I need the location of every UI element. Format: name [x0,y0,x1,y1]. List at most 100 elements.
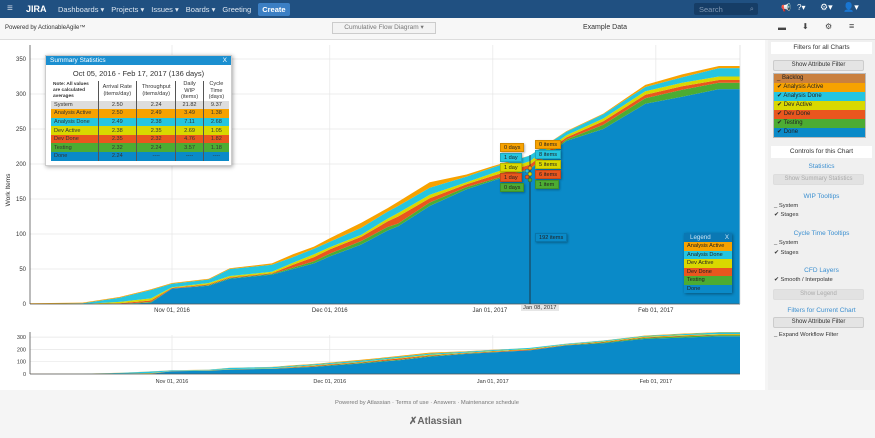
notifications-icon[interactable]: 📢 [781,3,791,12]
overview-area-done [30,336,740,374]
crosshair-date: Jan 08, 2017 [521,305,559,311]
legend-close-button[interactable]: X [724,234,729,241]
x-tick-label: Jan 01, 2017 [472,308,507,314]
col-throughput: Throughput (items/day) [136,81,176,101]
nav-dashboards[interactable]: Dashboards ▾ [58,4,105,14]
legend-item[interactable]: Analysis Active [684,242,732,251]
overview-x-tick-label: Nov 01, 2016 [156,379,189,385]
legend-item[interactable]: Testing [684,276,732,285]
stage-checkbox[interactable]: ✔ [777,93,783,99]
gear-icon[interactable]: ⚙▾ [820,2,833,12]
cycle-system-label: System [778,240,799,246]
wip-stages-label: Stages [780,212,799,218]
chart-type-select[interactable]: Cumulative Flow Diagram ▾ [332,22,436,34]
y-axis-label: Work Items [5,173,12,206]
download-icon[interactable]: ⬇ [802,22,809,31]
stage-label: Analysis Active [783,84,824,90]
cycle-tooltips-heading: Cycle Time Tooltips [793,230,850,237]
summary-note: Note: All values are calculated averages [53,82,89,99]
summary-row: Dev Active 2.38 2.35 2.69 1.05 [51,126,229,135]
stage-filter-dev-active[interactable]: ✔ Dev Active [774,101,865,110]
wip-stages-checkbox[interactable]: ✔ Stages [774,212,799,218]
summary-row: System 2.50 2.24 21.82 9.37 [51,100,229,110]
show-attribute-filter-button[interactable]: Show Attribute Filter [773,60,864,71]
footer-links: Powered by Atlassian · Terms of use · An… [335,400,519,406]
row-name: Analysis Done [54,118,90,125]
row-value: 2.38 [136,117,176,127]
stage-checkbox[interactable]: ✔ [777,111,783,117]
settings-icon[interactable]: ⚙ [825,22,833,31]
wip-tooltip-analysis-done: 8 items [535,150,562,159]
row-value: 2.49 [136,109,176,118]
wip-tooltips-heading: WIP Tooltips [803,193,840,200]
row-value: ---- [202,152,229,161]
stage-checkbox[interactable]: _ [777,75,781,81]
wip-tooltip-analysis-active: 0 items [535,140,562,149]
stage-label: Dev Active [783,102,813,108]
stage-filter-analysis-active[interactable]: ✔ Analysis Active [774,83,865,92]
y-tick-label: 0 [23,302,27,308]
footer-link-powered[interactable]: Powered by Atlassian [335,400,391,406]
cycle-tooltip-analysis-active: 0 days [500,143,525,152]
legend-item[interactable]: Dev Done [684,267,732,276]
legend-item[interactable]: Done [684,284,732,293]
stage-filter-testing[interactable]: ✔ Testing [774,119,865,128]
legend-item[interactable]: Dev Active [684,259,732,268]
stage-checkbox[interactable]: ✔ [777,102,783,108]
done-tooltip: 192 items [535,233,568,242]
search-placeholder: Search [699,5,723,14]
stage-filter-done[interactable]: ✔ Done [774,128,865,137]
row-name: Testing [54,144,72,151]
menu-icon[interactable]: ≡ [7,3,13,14]
show-summary-statistics-button[interactable]: Show Summary Statistics [773,174,864,185]
stage-checkbox[interactable]: ✔ [777,120,783,126]
cfd-layers-heading: CFD Layers [804,267,839,274]
stage-checkbox[interactable]: ✔ [777,84,783,90]
legend-item[interactable]: Analysis Done [684,250,732,259]
search-input[interactable]: Search ⌕ [694,3,758,15]
show-legend-button[interactable]: Show Legend [773,289,864,300]
folder-icon[interactable]: ▬ [778,23,786,32]
cycle-time-tooltips: 0 days 1 day 1 day 1 day 0 days [500,143,525,192]
footer-link-terms[interactable]: Terms of use [395,400,429,406]
stage-label: Backlog [782,75,804,81]
help-icon[interactable]: ?▾ [797,3,806,12]
stage-checkbox[interactable]: ✔ [777,129,783,135]
show-attribute-filter-current-button[interactable]: Show Attribute Filter [773,317,864,328]
cycle-tooltip-dev-done: 1 day [500,173,522,182]
hamburger-icon[interactable]: ≡ [849,21,855,31]
row-value: 2.38 [97,126,137,135]
stage-filter-analysis-done[interactable]: ✔ Analysis Done [774,92,865,101]
smooth-label: Smooth / Interpolate [780,277,833,283]
jira-logo[interactable]: JIRA [26,4,47,14]
footer-link-maintenance[interactable]: Maintenance schedule [460,400,519,406]
nav-boards[interactable]: Boards ▾ [185,4,216,14]
stage-filter-dev-done[interactable]: ✔ Dev Done [774,110,865,119]
overview-x-tick-label: Jan 01, 2017 [477,379,509,385]
user-icon[interactable]: 👤▾ [843,2,859,12]
smooth-checkbox[interactable]: ✔ Smooth / Interpolate [774,277,833,283]
crosshair-marker [524,174,530,180]
nav-greeting[interactable]: Greeting [222,4,252,14]
summary-date-range: Oct 05, 2016 - Feb 17, 2017 (136 days) [72,69,205,78]
col-arrival: Arrival Rate (items/day) [97,81,137,101]
footer-link-answers[interactable]: Answers [433,400,456,406]
summary-close-button[interactable]: X [222,57,227,64]
expand-workflow-checkbox[interactable]: _ Expand Workflow Filter [774,332,839,338]
create-button[interactable]: Create [258,2,290,16]
stage-filter-backlog[interactable]: _ Backlog [774,74,865,83]
stage-label: Done [783,129,799,135]
expand-workflow-label: Expand Workflow Filter [778,332,839,338]
cycle-stages-checkbox[interactable]: ✔ Stages [774,250,799,256]
row-value: 1.38 [202,109,229,118]
chart-area: 0 50 100 150 200 250 300 350 0 100 200 300 Nov 01, 2… [0,40,765,390]
row-value: 1.18 [202,143,229,153]
cycle-system-checkbox[interactable]: _ System [774,240,799,246]
nav-issues[interactable]: Issues ▾ [151,4,179,14]
wip-system-checkbox[interactable]: _ System [774,203,799,209]
wip-tooltip-dev-active: 5 items [535,160,562,169]
row-value: 2.35 [97,134,137,144]
nav-projects[interactable]: Projects ▾ [111,4,145,14]
y-tick-label: 100 [16,232,27,238]
row-name: System [54,101,73,108]
